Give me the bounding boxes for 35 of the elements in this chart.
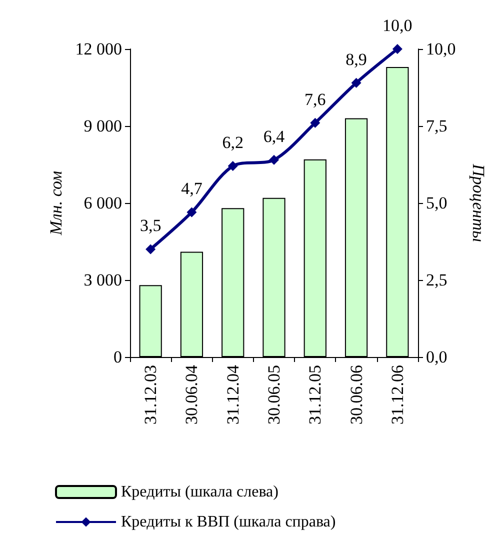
- legend-label: Кредиты к ВВП (шкала справа): [121, 514, 336, 530]
- y-tick-label: 6 000: [84, 194, 122, 212]
- x-tick-label: 31.12.05: [306, 365, 325, 424]
- data-label: 6,2: [222, 133, 244, 152]
- point: [310, 118, 320, 128]
- y-tick-label: 12 000: [75, 40, 122, 58]
- point: [269, 154, 279, 165]
- y2-tick-label: 2,5: [426, 270, 448, 290]
- data-label: 7,6: [304, 90, 326, 109]
- y-tick-label: 0: [114, 348, 122, 366]
- point: [228, 161, 238, 172]
- y2-tick-label: 7,5: [426, 116, 448, 136]
- y-tick-label: 9 000: [84, 116, 122, 136]
- x-tick-label: 31.12.03: [141, 365, 160, 424]
- data-label: 8,9: [346, 50, 367, 69]
- data-label: 4,7: [181, 179, 203, 198]
- x-tick-label: 31.12.06: [388, 365, 407, 424]
- y-tick-label: 3 000: [84, 270, 122, 290]
- data-label: 3,5: [140, 216, 162, 236]
- point: [351, 78, 362, 88]
- y2-tick-label: 5,0: [426, 194, 448, 212]
- x-tick-label: 30.06.04: [182, 364, 202, 424]
- data-label: 10,0: [382, 16, 412, 35]
- x-tick-label: 30.06.05: [264, 365, 284, 424]
- legend-label: Кредиты (шкала слева): [121, 484, 278, 500]
- x-tick-label: 31.12.04: [223, 364, 242, 424]
- point: [146, 244, 156, 254]
- point: [392, 44, 402, 54]
- x-tick-label: 30.06.06: [346, 365, 366, 424]
- y2-axis-title: Проценты: [469, 163, 488, 242]
- y2-tick-label: 0,0: [426, 348, 448, 366]
- point: [186, 207, 197, 218]
- y-axis-title: Млн. сом: [46, 170, 66, 236]
- y2-tick-label: 10,0: [426, 40, 456, 58]
- data-label: 6,4: [263, 126, 286, 146]
